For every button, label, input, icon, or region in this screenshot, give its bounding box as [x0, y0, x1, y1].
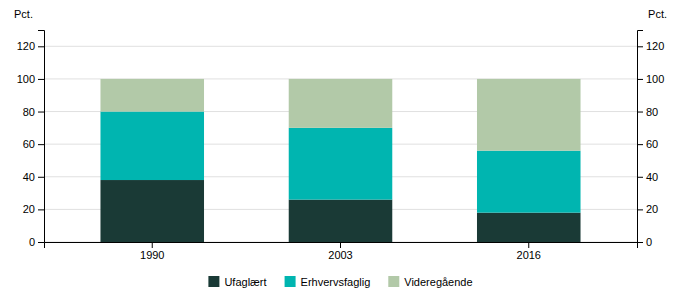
tick-label: 0: [646, 236, 652, 248]
tick: 40: [23, 171, 44, 183]
tick: 20: [637, 203, 658, 215]
tick-label: 1990: [140, 249, 164, 261]
legend-swatch: [388, 276, 399, 287]
tick: 0: [637, 236, 652, 248]
tick-mark: [637, 177, 643, 178]
legend-label: Erhvervsfaglig: [301, 276, 371, 288]
grid: [44, 46, 637, 242]
tick-label: 2016: [517, 249, 541, 261]
legend-item: Ufaglært: [208, 276, 266, 288]
axis-label: Pct.: [14, 8, 33, 20]
tick: 60: [23, 138, 44, 150]
tick-mark: [637, 112, 643, 113]
tick-label: 0: [29, 236, 35, 248]
bar: [477, 151, 581, 213]
axis: 0 20 40 60 80 100 120: [17, 31, 45, 249]
legend-label: Ufaglært: [224, 276, 266, 288]
tick: 60: [637, 138, 658, 150]
tick-label: 100: [646, 73, 664, 85]
legend-item: Videregående: [388, 276, 472, 288]
bar: [289, 128, 393, 200]
bar: [477, 79, 581, 151]
bar: [477, 213, 581, 242]
series: [100, 79, 580, 151]
bar: [289, 200, 393, 242]
tick: 40: [637, 171, 658, 183]
tick-label: 60: [23, 138, 35, 150]
tick: 2003: [328, 242, 352, 261]
tick: 2016: [517, 242, 541, 261]
tick-mark: [637, 209, 643, 210]
tick-label: 40: [646, 171, 658, 183]
tick-mark: [340, 242, 341, 248]
bar: [100, 79, 204, 112]
tick-mark: [38, 177, 44, 178]
grid-line: [44, 46, 637, 47]
bar: [289, 79, 393, 128]
legend: Ufaglært Erhvervsfaglig Videregående: [208, 276, 472, 288]
tick: 100: [637, 73, 664, 85]
tick-label: 40: [23, 171, 35, 183]
axis-label: Pct.: [648, 8, 667, 20]
axis: 1990 2003 2016: [45, 242, 638, 261]
tick: 120: [637, 40, 664, 52]
tick-label: 20: [646, 203, 658, 215]
tick: 80: [637, 106, 658, 118]
tick-label: 80: [23, 106, 35, 118]
tick-mark: [38, 242, 44, 243]
chart: 0 20 40 60 80 100 120 0 20 40 60 80 100 120 1990 2003 20…: [0, 0, 681, 298]
tick-label: 120: [646, 40, 664, 52]
axis-line: [45, 243, 638, 249]
tick-mark: [637, 46, 643, 47]
bars: [100, 79, 580, 242]
axis-line: [638, 31, 644, 243]
axis: 0 20 40 60 80 100 120: [637, 31, 664, 249]
legend-swatch: [208, 276, 219, 287]
plot: 0 20 40 60 80 100 120 0 20 40 60 80 100 120 1990 2003 20…: [17, 31, 665, 261]
tick-mark: [38, 46, 44, 47]
legend-swatch: [285, 276, 296, 287]
tick: 1990: [140, 242, 164, 261]
tick-mark: [38, 79, 44, 80]
tick-label: 120: [17, 40, 35, 52]
legend-item: Erhvervsfaglig: [285, 276, 371, 288]
tick-mark: [38, 112, 44, 113]
tick-mark: [637, 144, 643, 145]
tick-label: 80: [646, 106, 658, 118]
tick-mark: [637, 79, 643, 80]
tick-mark: [528, 242, 529, 248]
tick-mark: [38, 209, 44, 210]
tick-label: 2003: [328, 249, 352, 261]
tick-label: 60: [646, 138, 658, 150]
tick: 80: [23, 106, 44, 118]
tick: 120: [17, 40, 44, 52]
tick-label: 100: [17, 73, 35, 85]
bar: [100, 112, 204, 180]
legend-label: Videregående: [404, 276, 472, 288]
tick-mark: [38, 144, 44, 145]
axis-line: [38, 31, 45, 243]
tick: 20: [23, 203, 44, 215]
bar: [100, 180, 204, 242]
tick-label: 20: [23, 203, 35, 215]
tick: 0: [29, 236, 44, 248]
tick-mark: [152, 242, 153, 248]
tick: 100: [17, 73, 44, 85]
